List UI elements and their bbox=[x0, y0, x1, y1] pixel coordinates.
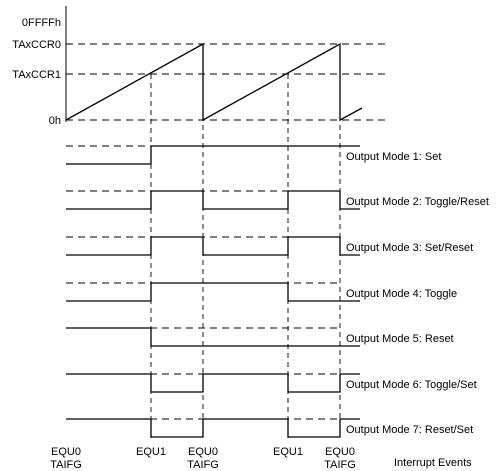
event-label-equ0: EQU0 bbox=[325, 446, 355, 458]
output-mode-label: Output Mode 1: Set bbox=[346, 151, 441, 163]
interrupt-events-label: Interrupt Events bbox=[394, 457, 472, 469]
event-equ0-2: EQU0 TAIFG bbox=[187, 446, 219, 471]
event-equ0-1: EQU0 TAIFG bbox=[50, 446, 82, 471]
event-label-taifg: TAIFG bbox=[50, 459, 82, 471]
label-0h: 0h bbox=[49, 115, 61, 127]
event-label-equ0: EQU0 bbox=[51, 446, 81, 458]
output-mode-waveform bbox=[66, 418, 360, 438]
label-taxccr1: TAxCCR1 bbox=[12, 69, 61, 81]
output-mode-label: Output Mode 7: Reset/Set bbox=[346, 424, 473, 436]
counter-sawtooth bbox=[65, 42, 363, 122]
output-mode-waveform bbox=[66, 327, 360, 347]
output-mode-waveform bbox=[66, 373, 360, 393]
event-label-equ1: EQU1 bbox=[136, 446, 166, 458]
label-taxccr0: TAxCCR0 bbox=[12, 39, 61, 51]
output-mode-rows: Output Mode 1: Set Output Mode 2: Toggle/… bbox=[66, 145, 489, 438]
output-mode-label: Output Mode 2: Toggle/Reset bbox=[346, 196, 489, 208]
output-mode-label: Output Mode 3: Set/Reset bbox=[346, 242, 473, 254]
event-equ1-1: EQU1 bbox=[136, 446, 166, 458]
label-0ffffh: 0FFFFh bbox=[22, 17, 61, 29]
output-mode-label: Output Mode 5: Reset bbox=[346, 333, 454, 345]
output-mode-label: Output Mode 6: Toggle/Set bbox=[346, 379, 477, 391]
event-label-taifg: TAIFG bbox=[187, 459, 219, 471]
event-label-taifg: TAIFG bbox=[324, 459, 356, 471]
output-mode-waveform bbox=[66, 236, 360, 256]
event-equ0-3: EQU0 TAIFG bbox=[324, 446, 356, 471]
output-mode-label: Output Mode 4: Toggle bbox=[346, 288, 457, 300]
output-mode-waveform bbox=[66, 190, 360, 210]
event-label-equ1: EQU1 bbox=[273, 446, 303, 458]
output-mode-waveform bbox=[66, 145, 360, 165]
output-mode-waveform bbox=[66, 282, 360, 302]
event-equ1-2: EQU1 bbox=[273, 446, 303, 458]
event-label-equ0: EQU0 bbox=[188, 446, 218, 458]
